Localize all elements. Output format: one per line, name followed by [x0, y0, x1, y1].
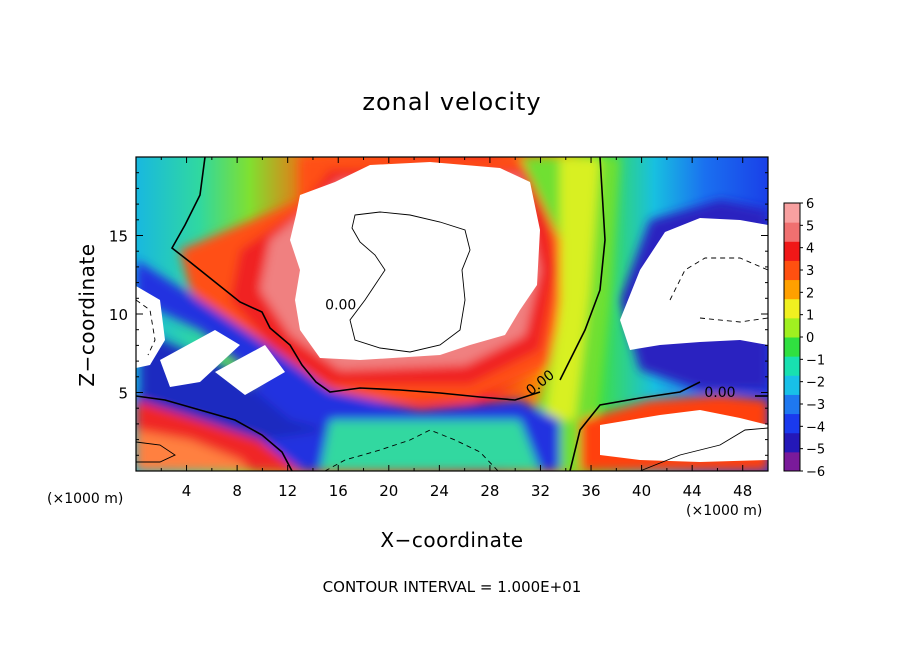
- zero-contour-upper: [170, 157, 541, 401]
- x-tick-label: 4: [182, 482, 192, 500]
- colorbar-swatch: [784, 260, 800, 281]
- colorbar-swatch: [784, 451, 800, 472]
- colorbar-swatch: [784, 432, 800, 453]
- y-tick-label: 5: [118, 385, 128, 403]
- white-blob-left-1: [136, 286, 165, 368]
- colorbar-swatch: [784, 375, 800, 395]
- zero-contour-vertical: [559, 157, 606, 381]
- colorbar-tick-label: −2: [806, 376, 825, 391]
- white-blob-lower-right: [600, 410, 768, 462]
- x-tick-label: 44: [683, 482, 702, 500]
- colorbar-tick-label: −5: [806, 443, 825, 458]
- y-tick-label: 15: [109, 228, 128, 246]
- colorbar-swatch: [784, 241, 800, 261]
- yellow-band: [545, 157, 600, 420]
- contour-interval-note: CONTOUR INTERVAL = 1.000E+01: [322, 578, 582, 596]
- velocity-field: 0.000.00 0.00: [136, 157, 768, 471]
- x-tick-label: 36: [581, 482, 600, 500]
- x-tick-label: 20: [379, 482, 398, 500]
- dashed-contour-left: [136, 299, 156, 356]
- x-tick-label: 16: [329, 482, 348, 500]
- dashed-contour-right: [669, 257, 768, 301]
- colorbar-tick-label: −6: [806, 465, 825, 480]
- colorbar-tick-label: −1: [806, 353, 825, 368]
- colorbar-tick-label: 3: [806, 264, 814, 279]
- contour-lower-right-small: [639, 427, 768, 471]
- colorbar-tick-label: −4: [806, 420, 825, 435]
- dashed-contour-bottom: [324, 429, 499, 471]
- contour-lower-left-small: [136, 441, 176, 463]
- colorbar-swatch: [784, 203, 800, 223]
- dashed-contour-right-lower: [699, 317, 768, 323]
- x-unit-label-left: (×1000 m): [47, 491, 124, 507]
- colorbar: 6 5 4 3 2 1 0 −1 −2 −3 −4 −5 −6: [783, 197, 825, 480]
- zero-contour-lower-left: [136, 395, 293, 471]
- colorbar-tick-label: 0: [806, 331, 814, 346]
- contour-lines: [136, 157, 768, 471]
- lower-cyan-strip: [320, 420, 540, 471]
- colorbar-swatch: [784, 298, 800, 319]
- x-tick-label: 40: [632, 482, 651, 500]
- white-blob-right: [620, 218, 768, 350]
- white-blob-left-3: [215, 345, 285, 395]
- x-tick-label: 48: [733, 482, 752, 500]
- contour-inner-loop: [349, 211, 471, 353]
- white-blob-center: [290, 162, 540, 360]
- zero-contour-lower-right: [569, 381, 701, 471]
- colorbar-swatch: [784, 337, 800, 357]
- colorbar-swatch: [784, 413, 800, 434]
- colorbar-tick-label: −3: [806, 398, 825, 413]
- colorbar-swatch: [784, 279, 800, 300]
- chart-title: zonal velocity: [362, 88, 542, 116]
- colorbar-tick-label: 2: [806, 286, 814, 301]
- white-blob-left-2: [160, 330, 240, 387]
- colorbar-tick-label: 4: [806, 242, 814, 257]
- colorbar-swatch: [784, 394, 800, 415]
- y-tick-label: 10: [109, 306, 128, 324]
- colorbar-swatch: [784, 222, 800, 242]
- x-unit-label-right: (×1000 m): [686, 503, 763, 519]
- colorbar-tick-label: 5: [806, 219, 814, 234]
- out-of-range-areas: [136, 162, 768, 462]
- x-tick-label: 24: [430, 482, 449, 500]
- contour-label: 0.00: [325, 297, 356, 313]
- x-tick-label: 32: [531, 482, 550, 500]
- contour-label: 0.00: [704, 385, 735, 401]
- lower-left-streak-inner: [136, 430, 250, 471]
- x-axis-label: X−coordinate: [380, 528, 524, 552]
- x-tick-label: 28: [480, 482, 499, 500]
- x-tick-label: 12: [278, 482, 297, 500]
- x-tick-label: 8: [232, 482, 242, 500]
- colorbar-tick-label: 6: [806, 197, 814, 212]
- colorbar-tick-label: 1: [806, 309, 814, 324]
- colorbar-swatch: [784, 317, 800, 338]
- colorbar-swatch: [784, 356, 800, 376]
